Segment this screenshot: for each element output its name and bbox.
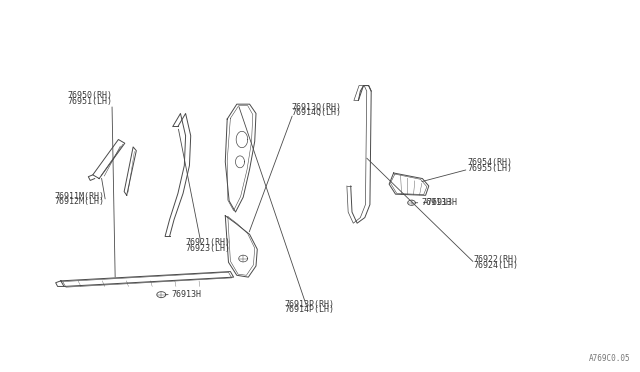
Text: 76914Q(LH): 76914Q(LH) bbox=[291, 108, 341, 117]
Text: 76913P(RH): 76913P(RH) bbox=[285, 300, 335, 309]
Text: ←76913H: ←76913H bbox=[422, 198, 458, 207]
Text: 76954(RH): 76954(RH) bbox=[467, 158, 512, 167]
Text: 76955(LH): 76955(LH) bbox=[467, 164, 512, 173]
Text: A769C0.05: A769C0.05 bbox=[589, 354, 630, 363]
Text: 76913H: 76913H bbox=[172, 290, 202, 299]
Text: 76913Q(RH): 76913Q(RH) bbox=[291, 103, 341, 112]
Text: 76950(RH): 76950(RH) bbox=[67, 92, 112, 100]
Text: 76911M(RH): 76911M(RH) bbox=[54, 192, 104, 201]
Text: 76922(RH): 76922(RH) bbox=[474, 255, 518, 264]
Text: 76914P(LH): 76914P(LH) bbox=[285, 305, 335, 314]
Text: 76923(LH): 76923(LH) bbox=[186, 244, 230, 253]
Text: 76912M(LH): 76912M(LH) bbox=[54, 198, 104, 206]
Text: 76921(RH): 76921(RH) bbox=[186, 238, 230, 247]
Text: 76913H: 76913H bbox=[421, 198, 451, 207]
Text: 76951(LH): 76951(LH) bbox=[67, 97, 112, 106]
Text: 76924(LH): 76924(LH) bbox=[474, 261, 518, 270]
